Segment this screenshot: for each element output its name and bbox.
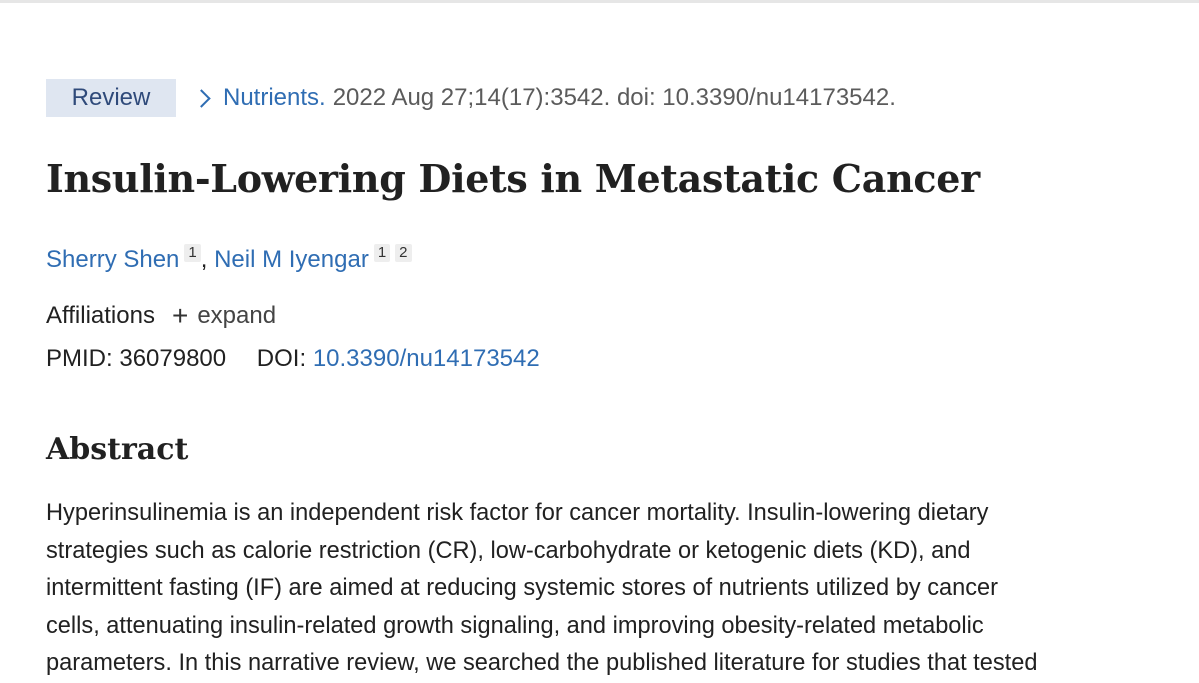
affiliations-expand-button[interactable]: expand — [197, 302, 277, 329]
abstract-line: Hyperinsulinemia is an independent risk … — [46, 500, 989, 526]
article-title: Insulin-Lowering Diets in Metastatic Can… — [46, 156, 980, 201]
affiliation-ref[interactable]: 1 — [184, 244, 201, 262]
citation: Nutrients. 2022 Aug 27;14(17):3542. doi:… — [192, 84, 896, 112]
journal-link[interactable]: Nutrients. — [223, 84, 326, 111]
author-list: Sherry Shen 1, Neil M Iyengar 1 2 — [46, 244, 412, 274]
abstract-line: cells, attenuating insulin-related growt… — [46, 612, 984, 639]
top-divider — [0, 0, 1199, 3]
abstract-line: strategies such as calorie restriction (… — [46, 537, 971, 564]
doi-link[interactable]: 10.3390/nu14173542 — [312, 345, 540, 372]
author-separator: , — [200, 246, 208, 273]
affiliations-label: Affiliations — [46, 302, 155, 329]
author-link[interactable]: Sherry Shen — [46, 246, 180, 273]
plus-icon[interactable]: + — [171, 300, 189, 331]
affiliation-ref[interactable]: 2 — [395, 244, 412, 262]
pmid-value: 36079800 — [119, 345, 227, 372]
identifiers-row: PMID: 36079800 DOI: 10.3390/nu14173542 — [46, 345, 540, 373]
abstract-heading: Abstract — [46, 432, 189, 467]
citation-row: Review Nutrients. 2022 Aug 27;14(17):354… — [46, 79, 896, 117]
publication-type-badge: Review — [46, 79, 176, 117]
author-link[interactable]: Neil M Iyengar — [214, 246, 369, 273]
chevron-right-icon[interactable] — [192, 88, 211, 108]
abstract-text: Hyperinsulinemia is an independent risk … — [46, 495, 1037, 683]
abstract-line: intermittent fasting (IF) are aimed at r… — [46, 575, 999, 601]
pmid-label: PMID: — [46, 345, 113, 372]
citation-details: 2022 Aug 27;14(17):3542. doi: 10.3390/nu… — [332, 84, 896, 111]
affiliation-ref[interactable]: 1 — [373, 244, 391, 262]
doi-label: DOI: — [256, 345, 307, 372]
abstract-line: parameters. In this narrative review, we… — [46, 650, 1038, 676]
affiliations-row: Affiliations + expand — [46, 302, 276, 330]
